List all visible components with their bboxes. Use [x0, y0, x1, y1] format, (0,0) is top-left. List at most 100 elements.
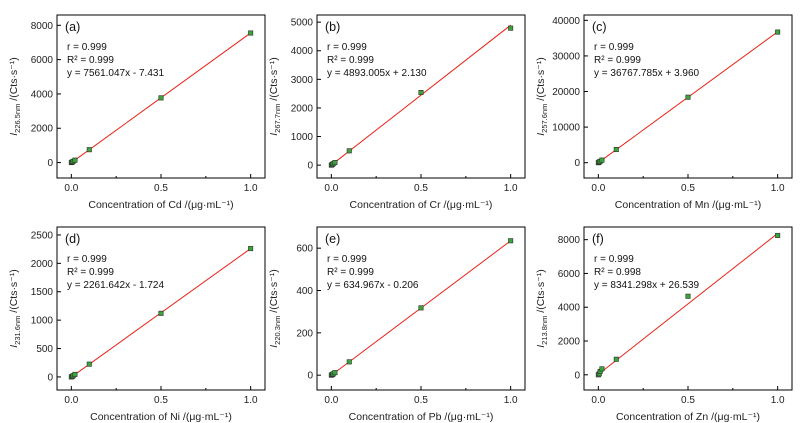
x-tick-label: 0.5	[154, 183, 168, 194]
r-squared: R² = 0.998	[594, 267, 641, 278]
plot-frame	[316, 14, 526, 179]
y-label-subscript: 257.6nm	[540, 104, 549, 133]
x-tick-label: 0.5	[154, 395, 168, 406]
regression-equation: y = 2261.642x - 1.724	[67, 280, 164, 291]
data-point	[599, 157, 605, 163]
x-tick-label: 0.0	[324, 395, 338, 406]
plot-frame	[583, 226, 793, 391]
y-label-unit: /(Cts·s⁻¹)	[8, 269, 20, 315]
data-point	[86, 147, 92, 153]
y-label-subscript: 226.5nm	[13, 104, 22, 133]
correlation-r: r = 0.999	[327, 254, 367, 265]
panel-f: 0.0 0.5 1.0 0 2000 4000 6000 8000 Concentration …	[535, 226, 793, 423]
y-tick-label: 6000	[558, 269, 581, 280]
y-tick-label: 0	[47, 372, 53, 383]
panel-b: 0.0 0.5 1.0 0 1000 2000 3000 4000 5000 Concentrat…	[268, 14, 526, 211]
x-tick-label: 1.0	[504, 395, 518, 406]
x-tick-label: 0.0	[324, 183, 338, 194]
y-tick-label: 0	[307, 371, 313, 382]
y-label-symbol: I	[535, 133, 547, 136]
y-tick-label: 0	[574, 158, 580, 169]
y-axis-label: I220.3nm /(Cts·s⁻¹)	[268, 269, 282, 347]
panel-a: 0.0 0.5 1.0 0 2000 4000 6000 8000 Concentration …	[8, 14, 266, 211]
y-label-symbol: I	[535, 345, 547, 348]
data-point	[346, 148, 352, 154]
correlation-r: r = 0.999	[594, 254, 634, 265]
correlation-r: r = 0.999	[594, 42, 634, 53]
y-tick-label: 500	[36, 344, 53, 355]
y-label-subscript: 220.3nm	[273, 316, 282, 345]
correlation-r: r = 0.999	[327, 42, 367, 53]
data-point	[248, 30, 254, 36]
r-squared: R² = 0.999	[67, 55, 114, 66]
x-axis-label: Concentration of Zn /(μg·mL⁻¹)	[616, 411, 760, 423]
data-point	[599, 366, 605, 372]
x-tick-label: 0.0	[591, 395, 605, 406]
y-tick-label: 1000	[31, 316, 54, 327]
panel-letter: (a)	[65, 20, 80, 34]
y-tick-label: 8000	[31, 21, 54, 32]
data-point	[775, 29, 781, 35]
y-tick-label: 5000	[291, 18, 314, 29]
y-label-subscript: 231.6nm	[13, 316, 22, 345]
x-tick-label: 1.0	[771, 395, 785, 406]
y-tick-label: 10000	[552, 123, 580, 134]
y-axis-label: I226.5nm /(Cts·s⁻¹)	[8, 57, 22, 135]
x-axis-label: Concentration of Mn /(μg·mL⁻¹)	[615, 199, 761, 211]
x-axis-label: Concentration of Cd /(μg·mL⁻¹)	[88, 199, 233, 211]
data-point	[508, 238, 514, 244]
panel-letter: (c)	[592, 20, 607, 34]
x-tick-label: 0.0	[64, 395, 78, 406]
fit-line	[331, 24, 511, 166]
fit-line	[598, 233, 778, 375]
y-axis-label: I267.7nm /(Cts·s⁻¹)	[268, 57, 282, 135]
y-tick-label: 4000	[291, 46, 314, 57]
regression-equation: y = 36767.785x + 3.960	[594, 68, 700, 79]
y-tick-label: 0	[307, 161, 313, 172]
x-tick-label: 1.0	[771, 183, 785, 194]
x-tick-label: 1.0	[504, 183, 518, 194]
y-label-symbol: I	[8, 345, 20, 348]
data-point	[418, 305, 424, 311]
y-label-unit: /(Cts·s⁻¹)	[268, 57, 280, 103]
y-label-unit: /(Cts·s⁻¹)	[535, 269, 547, 315]
y-tick-label: 200	[296, 328, 313, 339]
regression-equation: y = 4893.005x + 2.130	[327, 68, 427, 79]
panel-letter: (b)	[325, 20, 340, 34]
y-tick-label: 0	[47, 158, 53, 169]
y-tick-label: 4000	[558, 303, 581, 314]
x-axis-label: Concentration of Ni /(μg·mL⁻¹)	[90, 411, 232, 423]
y-label-symbol: I	[268, 345, 280, 348]
x-tick-label: 0.5	[681, 395, 695, 406]
data-point	[158, 95, 164, 101]
x-axis-label: Concentration of Cr /(μg·mL⁻¹)	[350, 199, 493, 211]
y-tick-label: 20000	[552, 87, 580, 98]
x-tick-label: 0.0	[591, 183, 605, 194]
data-point	[158, 310, 164, 316]
y-tick-label: 2000	[31, 124, 54, 135]
y-tick-label: 0	[574, 370, 580, 381]
y-tick-label: 2500	[31, 230, 54, 241]
y-tick-label: 2000	[31, 259, 54, 270]
panel-letter: (f)	[592, 232, 604, 246]
y-tick-label: 4000	[31, 89, 54, 100]
panel-letter: (e)	[325, 232, 340, 246]
data-point	[86, 361, 92, 367]
r-squared: R² = 0.999	[594, 55, 641, 66]
y-tick-label: 1000	[291, 132, 314, 143]
y-axis-label: I257.6nm /(Cts·s⁻¹)	[535, 57, 549, 135]
data-point	[332, 370, 338, 376]
y-tick-label: 3000	[291, 75, 314, 86]
correlation-r: r = 0.999	[67, 42, 107, 53]
y-tick-label: 400	[296, 286, 313, 297]
y-tick-label: 1500	[31, 287, 54, 298]
data-point	[613, 147, 619, 153]
y-label-unit: /(Cts·s⁻¹)	[268, 269, 280, 315]
y-tick-label: 6000	[31, 55, 54, 66]
x-tick-label: 0.0	[64, 183, 78, 194]
regression-equation: y = 8341.298x + 26.539	[594, 280, 700, 291]
data-point	[775, 232, 781, 238]
panel-c: 0.0 0.5 1.0 0 10000 20000 30000 40000 Concentrat…	[535, 14, 793, 211]
y-label-symbol: I	[8, 133, 20, 136]
